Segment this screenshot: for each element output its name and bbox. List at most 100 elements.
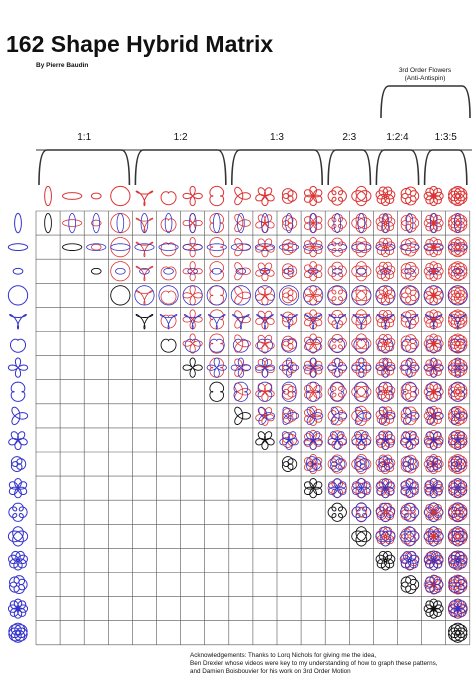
hybrid-red xyxy=(423,333,444,354)
row-shape xyxy=(8,575,28,595)
hybrid-red xyxy=(400,261,420,281)
hybrid-blue xyxy=(327,431,347,450)
hybrid-red xyxy=(255,359,275,378)
group-label: 1:3:5 xyxy=(435,132,458,143)
hybrid-red xyxy=(91,243,102,251)
hybrid-blue xyxy=(400,478,419,499)
hybrid-blue xyxy=(375,502,395,522)
hybrid-red xyxy=(400,454,420,474)
group-label: 1:3 xyxy=(270,132,284,143)
hybrid-blue xyxy=(327,357,348,378)
hybrid-blue xyxy=(399,285,420,306)
hybrid-blue xyxy=(351,285,372,306)
hybrid-blue xyxy=(425,338,442,353)
hybrid-red xyxy=(351,454,372,475)
hybrid-blue xyxy=(423,526,444,547)
hybrid-blue xyxy=(329,338,346,353)
hybrid-blue xyxy=(448,478,467,499)
hybrid-blue xyxy=(304,314,322,330)
group-bracket xyxy=(134,149,227,186)
hybrid-blue xyxy=(400,502,420,522)
hybrid-red xyxy=(400,406,420,426)
hybrid-red xyxy=(160,242,177,257)
hybrid-blue xyxy=(184,338,201,353)
hybrid-red xyxy=(234,238,251,257)
note-bracket xyxy=(380,85,471,119)
hybrid-red xyxy=(209,237,224,258)
hybrid-red xyxy=(375,285,396,306)
hybrid-blue xyxy=(449,338,466,353)
hybrid-blue xyxy=(400,314,419,330)
hybrid-blue xyxy=(279,357,300,378)
hybrid-blue xyxy=(283,268,295,275)
hybrid-blue xyxy=(354,406,372,425)
hybrid-blue xyxy=(423,431,444,450)
hybrid-blue xyxy=(402,381,417,402)
hybrid-blue xyxy=(375,526,396,547)
hybrid-red xyxy=(423,309,444,330)
hybrid-blue xyxy=(447,598,468,619)
hybrid-blue xyxy=(281,381,297,402)
hybrid-blue xyxy=(188,213,197,234)
hybrid-blue xyxy=(423,550,444,571)
hybrid-red xyxy=(160,290,177,305)
hybrid-blue xyxy=(158,285,179,306)
hybrid-blue xyxy=(352,314,371,330)
hybrid-red xyxy=(375,213,396,234)
hybrid-blue xyxy=(356,268,367,275)
hybrid-red xyxy=(91,219,102,227)
hybrid-red xyxy=(400,526,420,546)
hybrid-blue xyxy=(450,381,465,402)
matrix xyxy=(35,210,471,646)
hybrid-red xyxy=(327,382,347,402)
hybrid-blue xyxy=(354,456,370,472)
header-shape xyxy=(447,185,468,207)
hybrid-red xyxy=(423,212,444,234)
hybrid-blue xyxy=(213,213,221,234)
hybrid-blue xyxy=(375,357,396,378)
diagonal-shape xyxy=(423,598,444,619)
hybrid-red xyxy=(234,382,251,401)
diagonal-shape xyxy=(234,406,251,425)
hybrid-blue xyxy=(232,338,249,353)
diagonal-shape xyxy=(375,550,396,571)
hybrid-red xyxy=(281,263,298,280)
hybrid-blue xyxy=(281,338,298,353)
hybrid-blue xyxy=(92,213,100,234)
hybrid-red xyxy=(182,261,203,282)
hybrid-blue xyxy=(399,526,420,547)
group-bracket xyxy=(231,149,323,186)
header-shape xyxy=(44,185,52,207)
group-bracket xyxy=(423,149,468,186)
hybrid-blue xyxy=(309,213,317,234)
hybrid-blue xyxy=(330,456,346,472)
hybrid-blue xyxy=(352,478,371,499)
hybrid-red xyxy=(135,265,154,282)
row-shape xyxy=(7,285,29,306)
hybrid-blue xyxy=(351,431,372,450)
hybrid-blue xyxy=(448,502,468,522)
group-label: 1:2 xyxy=(174,132,188,143)
hybrid-blue xyxy=(206,285,227,306)
hybrid-red xyxy=(448,526,468,547)
hybrid-blue xyxy=(375,431,396,450)
header-shape xyxy=(423,185,444,207)
hybrid-blue xyxy=(447,526,468,547)
hybrid-blue xyxy=(140,213,149,234)
hybrid-red xyxy=(400,358,420,378)
hybrid-red xyxy=(423,429,444,450)
hybrid-red xyxy=(400,478,420,498)
hybrid-red xyxy=(423,237,444,258)
hybrid-red xyxy=(234,286,251,305)
hybrid-red xyxy=(303,309,323,330)
row-shape xyxy=(10,381,26,402)
hybrid-blue xyxy=(357,213,366,234)
hybrid-blue xyxy=(423,243,444,251)
header-shape xyxy=(62,192,83,200)
hybrid-red xyxy=(351,237,372,258)
hybrid-blue xyxy=(208,338,225,353)
hybrid-blue xyxy=(429,213,438,234)
row-shape xyxy=(12,267,24,275)
hybrid-blue xyxy=(259,268,271,275)
